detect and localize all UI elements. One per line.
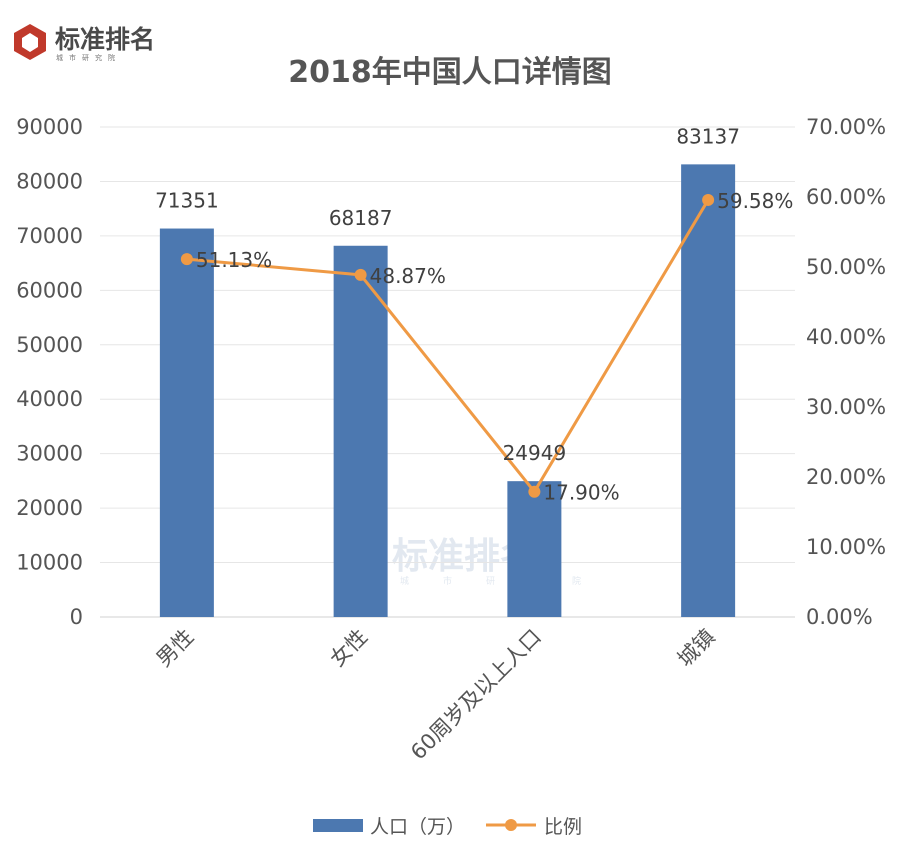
line-point [528,485,541,498]
y-right-tick-label: 50.00% [806,255,886,279]
logo-subtitle: 城市研究院 [56,53,121,62]
y-right-tick-label: 40.00% [806,325,886,349]
legend-bar-swatch [313,819,363,832]
line-series [180,193,715,498]
x-category-label: 女性 [325,625,372,672]
y-left-tick-label: 80000 [16,169,83,193]
bar-series [159,164,736,617]
logo-name: 标准排名 [55,25,155,54]
y-right-tick-label: 0.00% [806,605,873,629]
y-right-tick-label: 10.00% [806,535,886,559]
chart-title: 2018年中国人口详情图 [288,55,612,90]
line-value-label: 51.13% [196,248,272,272]
y-right-tick-label: 30.00% [806,395,886,419]
y-left-tick-label: 40000 [16,387,83,411]
y-left-tick-label: 30000 [16,442,83,466]
x-category-label: 60周岁及以上人口 [406,625,546,765]
x-category-label: 男性 [152,625,199,672]
line-point [702,193,715,206]
y-left-tick-label: 20000 [16,496,83,520]
line-value-label: 48.87% [370,264,446,288]
x-axis-categories: 男性 女性 60周岁及以上人口 城镇 [152,625,720,765]
x-category-label: 城镇 [673,625,720,672]
bar [159,228,214,617]
bar [507,481,562,617]
y-left-tick-label: 60000 [16,278,83,302]
y-right-tick-label: 70.00% [806,115,886,139]
logo-cube-icon [22,33,38,52]
brand-logo: 标准排名 城市研究院 [14,24,155,62]
y-right-tick-label: 20.00% [806,465,886,489]
line-value-label: 17.90% [543,481,619,505]
y-right-tick-label: 60.00% [806,185,886,209]
bar-value-label: 68187 [329,206,393,230]
legend: 人口（万） 比例 [313,816,582,838]
line-path [186,199,710,494]
legend-bar-label: 人口（万） [370,816,465,838]
line-point [180,253,193,266]
y-axis-right: 0.00% 10.00% 20.00% 30.00% 40.00% 50.00% 60.00… [806,115,886,629]
line-value-label: 59.58% [717,189,793,213]
bar-value-label: 24949 [503,441,567,465]
legend-line-marker [505,819,517,831]
bar-value-label: 71351 [155,189,219,213]
y-axis-left: 0 10000 20000 30000 40000 50000 60000 70000 8000… [16,115,83,629]
data-labels: 71351 68187 24949 83137 51.13% 48.87% 17.90% 59… [155,124,793,504]
bar [681,164,736,617]
y-left-tick-label: 90000 [16,115,83,139]
line-point [354,268,367,281]
bar-value-label: 83137 [676,124,740,148]
gridlines [100,126,795,618]
legend-line-label: 比例 [544,816,582,838]
y-left-tick-label: 50000 [16,333,83,357]
bar [333,245,388,617]
y-left-tick-label: 10000 [16,551,83,575]
y-left-tick-label: 70000 [16,224,83,248]
y-left-tick-label: 0 [70,605,83,629]
